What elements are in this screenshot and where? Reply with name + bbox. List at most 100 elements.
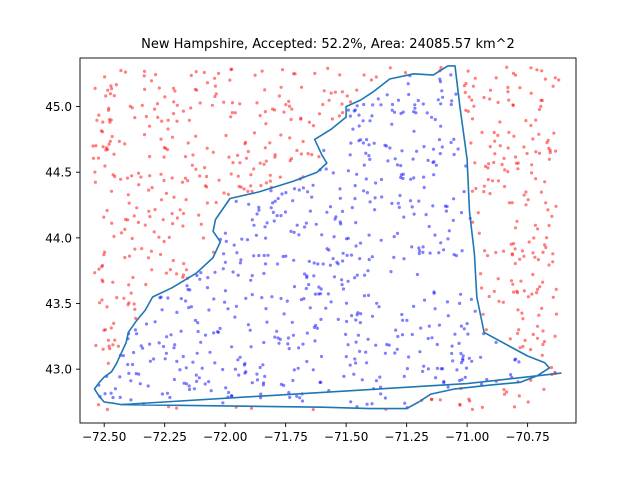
rejected-point bbox=[258, 161, 262, 165]
accepted-point bbox=[377, 305, 381, 309]
rejected-point bbox=[180, 180, 184, 184]
accepted-point bbox=[319, 354, 324, 359]
rejected-point bbox=[156, 115, 160, 119]
accepted-point bbox=[230, 345, 234, 349]
rejected-point bbox=[470, 117, 475, 121]
rejected-point bbox=[163, 95, 167, 99]
accepted-point bbox=[349, 400, 353, 404]
rejected-point bbox=[544, 245, 548, 250]
accepted-point bbox=[221, 267, 225, 271]
accepted-point bbox=[185, 382, 189, 386]
accepted-point bbox=[348, 114, 352, 118]
accepted-point bbox=[336, 317, 340, 321]
rejected-point bbox=[130, 174, 134, 178]
rejected-point bbox=[236, 153, 240, 157]
accepted-point bbox=[401, 318, 405, 322]
rejected-point bbox=[143, 87, 147, 91]
rejected-point bbox=[210, 103, 214, 107]
accepted-point bbox=[517, 360, 521, 364]
rejected-point bbox=[190, 163, 194, 167]
accepted-point bbox=[325, 210, 329, 214]
rejected-point bbox=[522, 193, 526, 197]
accepted-point bbox=[395, 163, 400, 167]
accepted-point bbox=[205, 286, 210, 290]
accepted-point bbox=[285, 299, 289, 303]
accepted-point bbox=[439, 241, 443, 245]
rejected-point bbox=[337, 114, 341, 118]
accepted-point bbox=[233, 315, 237, 319]
rejected-point bbox=[531, 272, 535, 277]
accepted-point bbox=[137, 372, 141, 376]
accepted-point bbox=[346, 169, 350, 173]
accepted-point bbox=[308, 306, 312, 310]
accepted-point bbox=[426, 336, 430, 341]
rejected-point bbox=[183, 176, 188, 180]
rejected-point bbox=[123, 255, 127, 260]
rejected-point bbox=[524, 203, 528, 207]
rejected-point bbox=[263, 110, 267, 114]
accepted-point bbox=[203, 382, 207, 386]
accepted-point bbox=[234, 199, 238, 203]
accepted-point bbox=[365, 191, 369, 195]
accepted-point bbox=[494, 340, 498, 344]
rejected-point bbox=[132, 302, 136, 306]
rejected-point bbox=[535, 336, 540, 340]
rejected-point bbox=[533, 223, 538, 227]
accepted-point bbox=[460, 378, 464, 382]
accepted-point bbox=[291, 378, 295, 383]
rejected-point bbox=[525, 151, 529, 156]
rejected-point bbox=[535, 291, 539, 295]
rejected-point bbox=[329, 91, 333, 95]
rejected-point bbox=[534, 177, 538, 181]
rejected-point bbox=[510, 201, 514, 205]
rejected-point bbox=[509, 242, 513, 246]
rejected-point bbox=[171, 86, 176, 90]
rejected-point bbox=[172, 195, 176, 199]
accepted-point bbox=[359, 138, 363, 142]
accepted-point bbox=[338, 187, 342, 191]
rejected-point bbox=[123, 70, 128, 74]
rejected-point bbox=[279, 85, 283, 89]
accepted-point bbox=[366, 337, 370, 341]
rejected-point bbox=[280, 68, 285, 72]
rejected-point bbox=[108, 139, 112, 143]
rejected-point bbox=[131, 275, 135, 280]
rejected-point bbox=[166, 118, 170, 122]
rejected-point bbox=[213, 94, 217, 99]
accepted-point bbox=[393, 351, 397, 355]
rejected-point bbox=[554, 149, 558, 153]
accepted-point bbox=[364, 151, 368, 155]
rejected-point bbox=[160, 119, 164, 123]
accepted-point bbox=[421, 102, 425, 106]
rejected-point bbox=[246, 189, 250, 193]
accepted-point bbox=[467, 356, 471, 360]
accepted-point bbox=[157, 341, 161, 345]
accepted-point bbox=[318, 380, 322, 384]
accepted-point bbox=[417, 252, 421, 256]
rejected-point bbox=[178, 208, 182, 212]
accepted-point bbox=[307, 283, 311, 287]
rejected-point bbox=[513, 73, 518, 77]
rejected-point bbox=[529, 378, 533, 382]
accepted-point bbox=[184, 299, 188, 303]
rejected-point bbox=[162, 146, 166, 150]
rejected-point bbox=[494, 250, 498, 255]
rejected-point bbox=[97, 267, 101, 271]
rejected-point bbox=[509, 279, 514, 283]
accepted-point bbox=[454, 92, 458, 96]
rejected-point bbox=[507, 201, 511, 205]
rejected-point bbox=[133, 116, 137, 120]
accepted-point bbox=[401, 110, 405, 114]
accepted-point bbox=[418, 350, 422, 354]
accepted-point bbox=[212, 331, 216, 335]
rejected-point bbox=[480, 130, 484, 134]
accepted-point bbox=[152, 357, 156, 361]
accepted-point bbox=[346, 279, 350, 283]
rejected-point bbox=[511, 242, 516, 246]
accepted-point bbox=[135, 332, 139, 336]
accepted-point bbox=[292, 258, 296, 262]
rejected-point bbox=[496, 133, 500, 137]
accepted-point bbox=[319, 317, 323, 321]
accepted-point bbox=[148, 342, 152, 346]
accepted-point bbox=[367, 143, 371, 147]
